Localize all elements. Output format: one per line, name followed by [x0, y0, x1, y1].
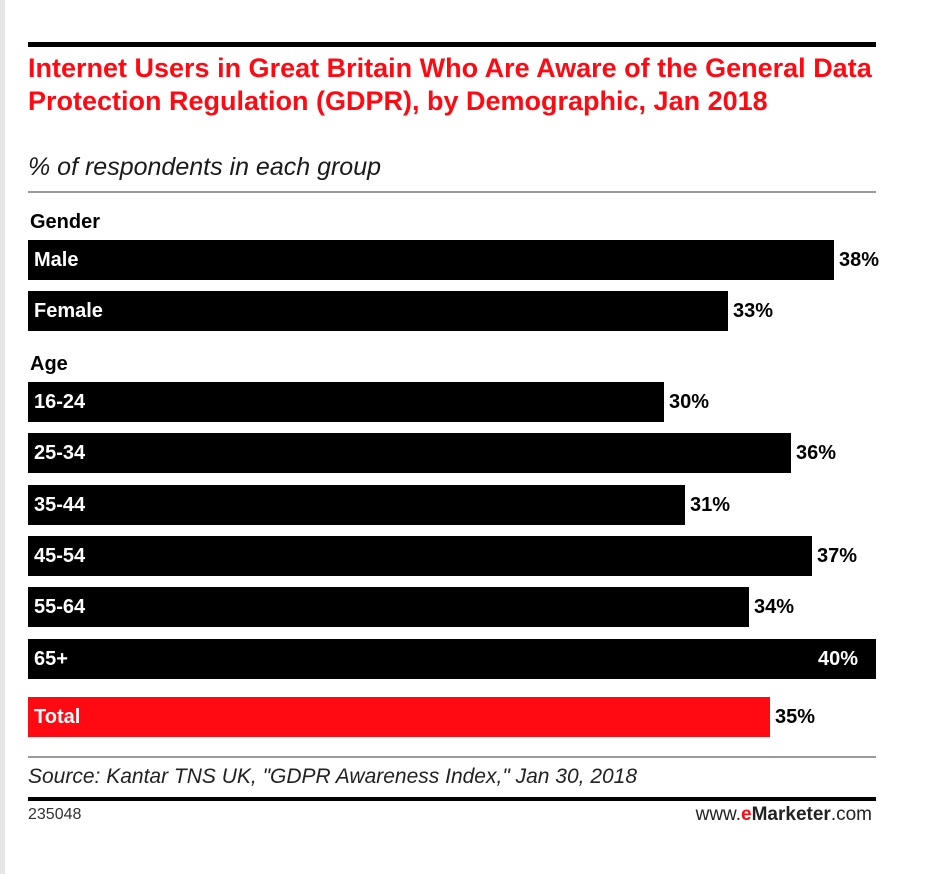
bar-value-label: 36%: [796, 442, 837, 464]
bar-label: 55-64: [34, 596, 86, 618]
brand-prefix: www.: [695, 804, 742, 825]
group-label-age: Age: [30, 353, 68, 375]
bar-value-label: 30%: [669, 391, 710, 413]
chart-id: 235048: [28, 806, 82, 823]
left-border: [0, 0, 5, 874]
bar-35-44: [28, 485, 685, 525]
footer-bold-rule: [28, 797, 876, 801]
bar-45-54: [28, 536, 812, 576]
bar-16-24: [28, 382, 664, 422]
bar-value-label: 35%: [775, 706, 816, 728]
brand-name: Marketer: [751, 804, 831, 825]
bar-label: 65+: [34, 648, 68, 670]
bar-label: 25-34: [34, 442, 86, 464]
source-note: Source: Kantar TNS UK, "GDPR Awareness I…: [28, 765, 638, 788]
bar-label: Male: [34, 249, 79, 271]
bar-value-label: 31%: [690, 494, 731, 516]
bar-label: 35-44: [34, 494, 86, 516]
bar-value-label: 38%: [839, 249, 880, 271]
top-rule: [28, 42, 876, 47]
bar-value-label: 33%: [733, 300, 774, 322]
bar-female: [28, 291, 728, 331]
bar-male: [28, 240, 834, 280]
bar-total: [28, 697, 770, 737]
footer-rule: [28, 756, 876, 758]
bar-label: Total: [34, 706, 81, 728]
bar-value-label: 40%: [818, 648, 859, 670]
brand-suffix: .com: [830, 804, 872, 825]
brand-logo: www.eMarketer.com: [696, 804, 872, 826]
subtitle-rule: [28, 191, 876, 193]
brand-accent: e: [741, 804, 752, 825]
bar-55-64: [28, 587, 749, 627]
group-label-gender: Gender: [30, 211, 101, 233]
bar-25-34: [28, 433, 791, 473]
bar-label: 16-24: [34, 391, 86, 413]
bar-value-label: 34%: [754, 596, 795, 618]
bar-65+: [28, 639, 876, 679]
chart-subtitle: % of respondents in each group: [28, 153, 382, 181]
chart-title: Internet Users in Great Britain Who Are …: [28, 53, 872, 116]
bar-value-label: 37%: [817, 545, 858, 567]
bar-label: 45-54: [34, 545, 86, 567]
bar-label: Female: [34, 300, 103, 322]
